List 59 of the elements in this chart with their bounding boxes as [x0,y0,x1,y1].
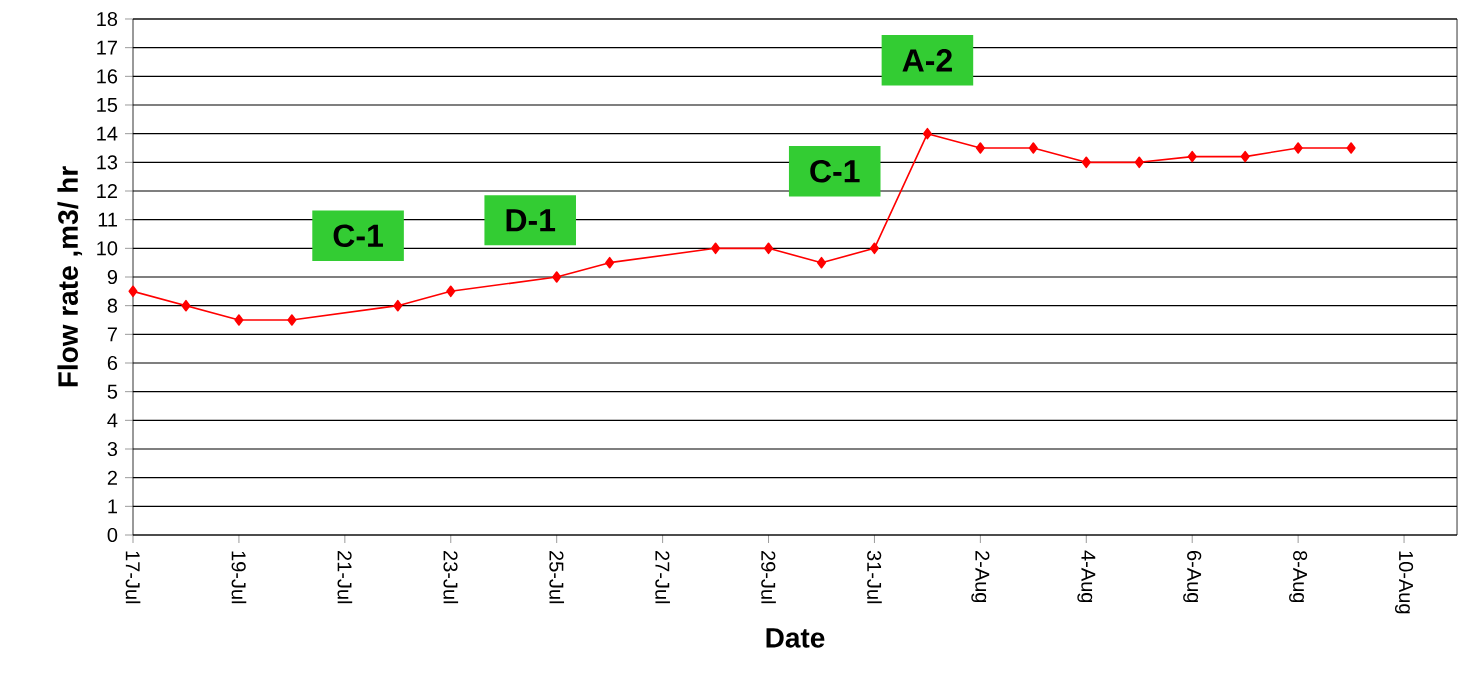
x-tick-label: 25-Jul [549,551,565,604]
y-tick-label: 11 [98,212,117,227]
point [128,285,138,298]
point [1028,142,1038,154]
y-tick-label: 15 [97,98,118,112]
x-tick-label: 2-Aug [971,551,990,603]
point [1240,150,1250,163]
x-tick-label: 31-Jul [867,550,882,604]
y-tick-label: 13 [97,155,118,170]
point [816,256,827,269]
point [1081,156,1091,169]
x-tick-label: 19-Jul [231,551,247,604]
x-tick-label: 4-Aug [1077,550,1096,603]
y-tick-label: 18 [97,11,118,27]
y-tick-label: 3 [107,441,118,457]
point [446,285,456,298]
point [181,299,191,312]
point [869,242,879,255]
point [1293,142,1303,154]
y-tick-label: 12 [97,184,117,198]
y-tick-label: 7 [107,327,117,342]
point [975,142,985,154]
y-tick-label: 16 [97,69,118,84]
point [763,242,774,255]
point [605,256,615,269]
x-tick-label: 8-Aug [1289,550,1308,603]
x-tick-label: 6-Aug [1183,551,1202,603]
annotation: C-1 [333,224,383,248]
point [1134,156,1144,169]
x-tick-label: 23-Jul [443,551,459,604]
y-tick-label: 9 [107,269,118,285]
x-tick-label: 27-Jul [655,551,670,604]
y-tick-label: 8 [107,298,118,313]
point [711,242,721,255]
x-axis-title: Date [766,628,825,648]
y-tick-label: 10 [97,241,118,256]
x-tick-label: 21-Jul [337,551,353,604]
y-tick-label: 17 [97,40,117,55]
point [922,127,932,140]
y-tick-label: 0 [107,527,118,543]
y-tick-label: 2 [107,470,117,485]
y-axis-title: Flow rate ,m3/ hr [57,166,83,387]
y-tick-label: 14 [97,126,118,141]
y-tick-label: 1 [108,499,117,514]
point [552,271,562,283]
x-tick-label: 10-Aug [1394,551,1414,614]
point [287,314,297,326]
point [234,314,244,326]
point [1346,142,1356,154]
y-tick-label: 6 [107,355,118,371]
point [1187,150,1197,163]
x-tick-label: 29-Jul [761,551,776,604]
x-tick-label: 17-Jul [125,551,141,604]
annotation: A-2 [902,49,952,72]
point [393,299,403,312]
annotation: D-1 [506,209,556,232]
y-tick-label: 4 [107,413,118,428]
annotation: C-1 [810,159,860,183]
y-tick-label: 5 [107,384,118,399]
